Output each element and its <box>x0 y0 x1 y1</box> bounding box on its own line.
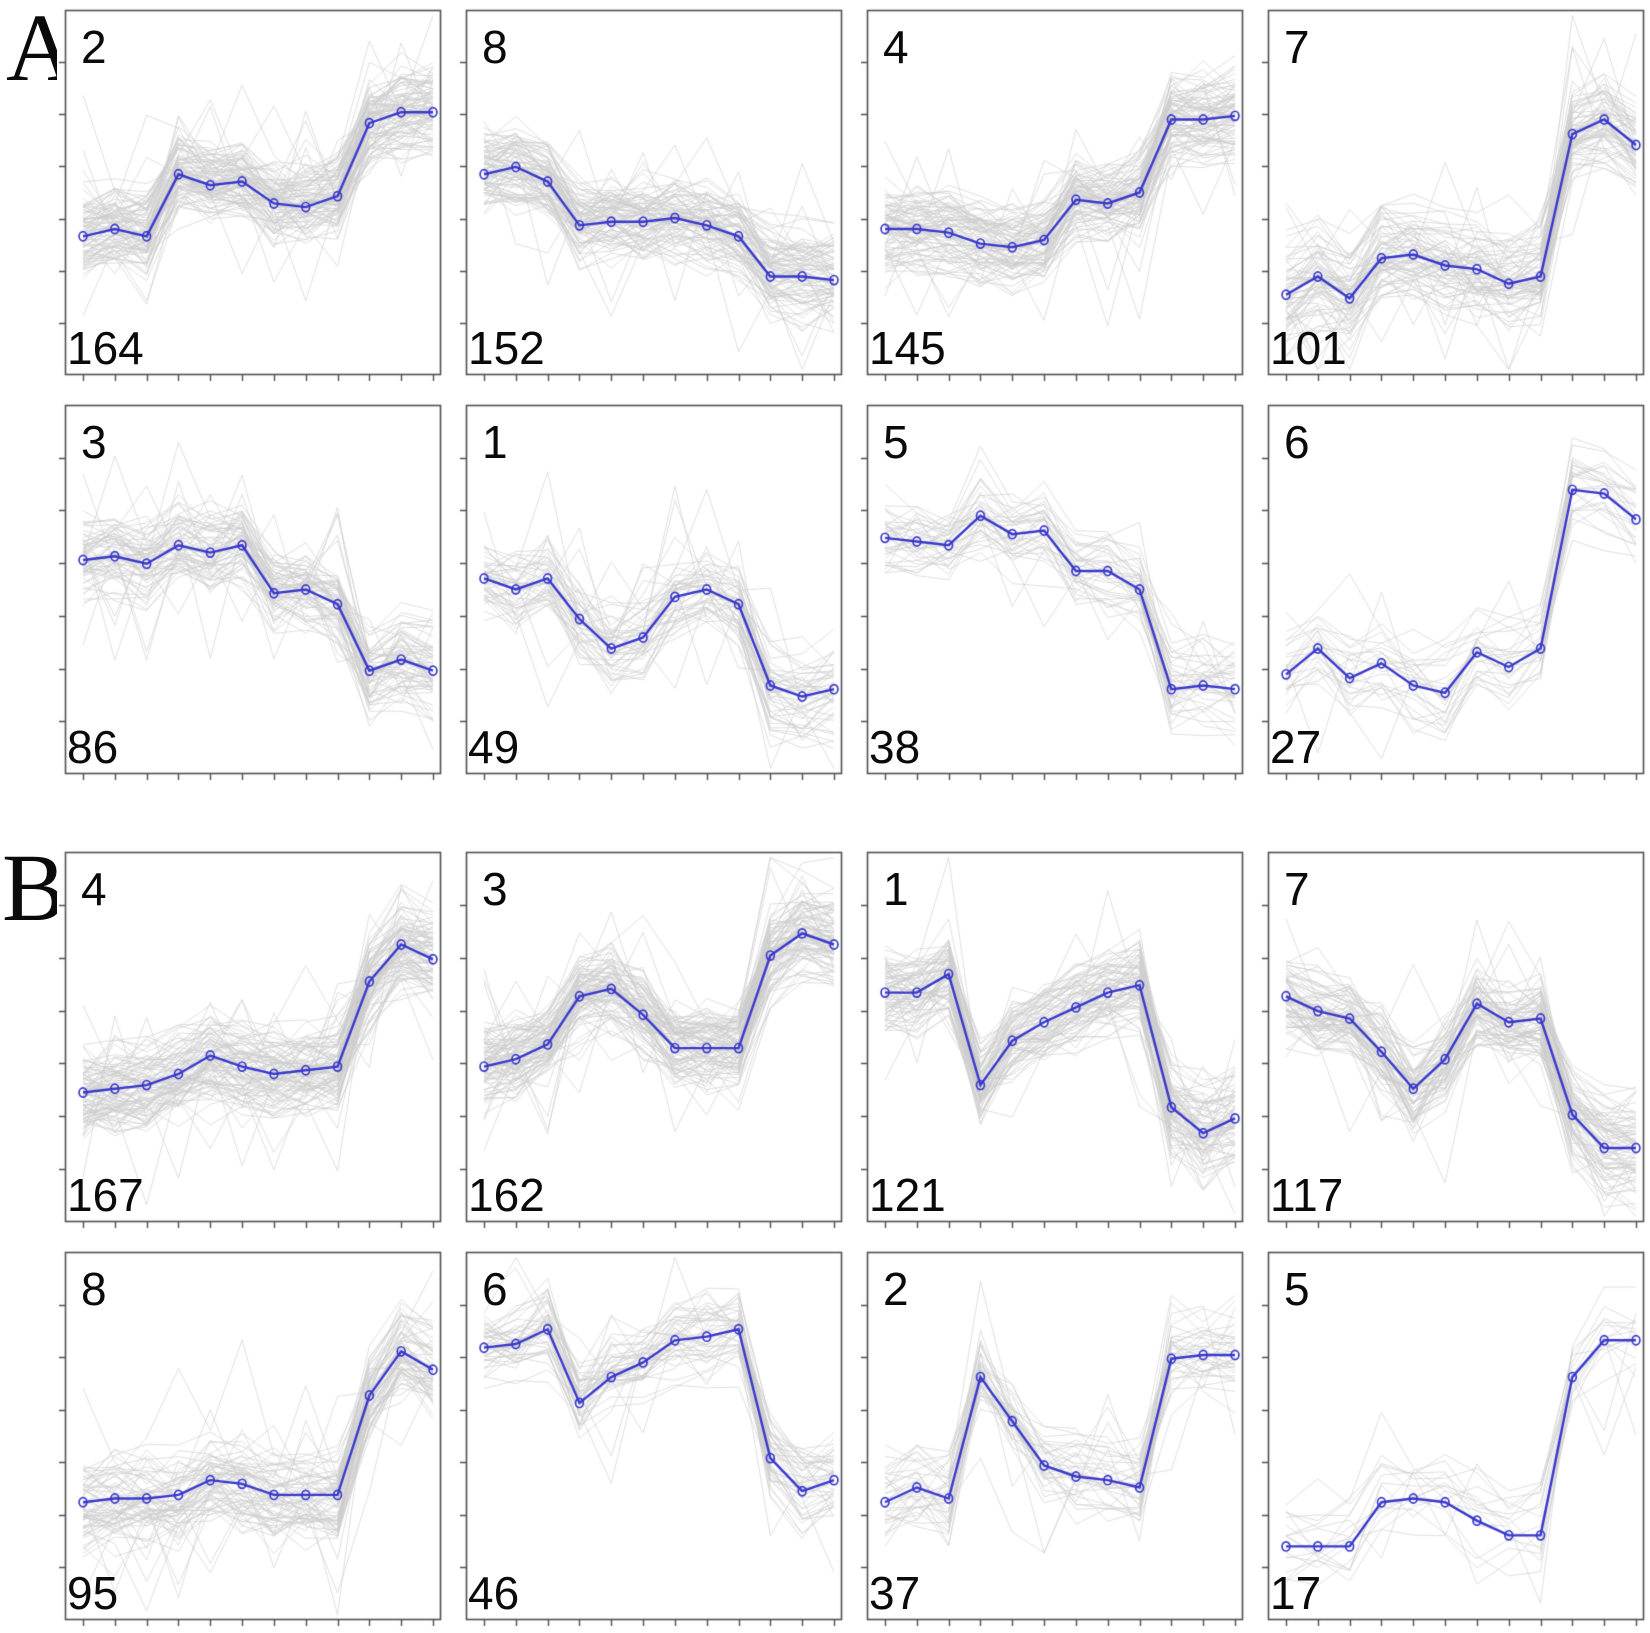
gene-count: 17 <box>1270 1567 1322 1619</box>
gene-count: 37 <box>869 1567 921 1619</box>
gene-count: 95 <box>67 1567 119 1619</box>
expression-profile-canvas <box>1260 403 1646 782</box>
chart-cell: 7 101 <box>1260 8 1646 383</box>
chart-cell: 6 46 <box>458 1250 844 1628</box>
chart-cell: 1 121 <box>859 850 1245 1230</box>
gene-count: 145 <box>869 322 946 374</box>
gene-count: 46 <box>468 1567 520 1619</box>
chart-cell: 8 152 <box>458 8 844 383</box>
expression-profile-canvas <box>859 1250 1245 1628</box>
expression-profile-canvas <box>1260 8 1646 383</box>
gene-count: 117 <box>1270 1169 1344 1221</box>
cluster-number: 6 <box>482 1263 508 1315</box>
expression-profile-canvas <box>859 403 1245 782</box>
gene-count: 38 <box>869 721 921 773</box>
gene-count: 162 <box>468 1169 545 1221</box>
expression-profile-canvas <box>458 850 844 1230</box>
cluster-number: 3 <box>482 863 508 915</box>
cluster-number: 6 <box>1284 416 1310 468</box>
cluster-number: 7 <box>1284 21 1310 73</box>
cluster-number: 8 <box>81 1263 107 1315</box>
gene-count: 101 <box>1270 322 1347 374</box>
expression-profile-canvas <box>1260 1250 1646 1628</box>
chart-cell: 2 37 <box>859 1250 1245 1628</box>
gene-count: 121 <box>869 1169 946 1221</box>
cluster-number: 5 <box>1284 1263 1310 1315</box>
expression-profile-canvas <box>57 1250 443 1628</box>
cluster-number: 1 <box>482 416 508 468</box>
cluster-number: 3 <box>81 416 107 468</box>
cluster-number: 7 <box>1284 863 1310 915</box>
chart-cell: 5 38 <box>859 403 1245 782</box>
expression-profile-canvas <box>57 403 443 782</box>
gene-count: 167 <box>67 1169 144 1221</box>
expression-profile-canvas <box>57 8 443 383</box>
cluster-number: 2 <box>883 1263 909 1315</box>
expression-profile-canvas <box>1260 850 1646 1230</box>
cluster-number: 1 <box>883 863 909 915</box>
gene-count: 152 <box>468 322 545 374</box>
expression-profile-canvas <box>458 403 844 782</box>
chart-cell: 6 27 <box>1260 403 1646 782</box>
expression-profile-canvas <box>57 850 443 1230</box>
cluster-number: 2 <box>81 21 107 73</box>
chart-cell: 7 117 <box>1260 850 1646 1230</box>
gene-count: 49 <box>468 721 520 773</box>
expression-profile-canvas <box>458 8 844 383</box>
cluster-number: 4 <box>81 863 107 915</box>
chart-cell: 3 86 <box>57 403 443 782</box>
panel-b-grid: 4 167 3 162 1 121 7 117 8 95 6 46 <box>57 850 1646 1628</box>
expression-profile-canvas <box>859 850 1245 1230</box>
chart-cell: 8 95 <box>57 1250 443 1628</box>
expression-profile-canvas <box>859 8 1245 383</box>
chart-cell: 1 49 <box>458 403 844 782</box>
gene-count: 86 <box>67 721 119 773</box>
chart-cell: 4 167 <box>57 850 443 1230</box>
chart-cell: 2 164 <box>57 8 443 383</box>
chart-cell: 5 17 <box>1260 1250 1646 1628</box>
expression-profile-canvas <box>458 1250 844 1628</box>
chart-cell: 4 145 <box>859 8 1245 383</box>
gene-count: 27 <box>1270 721 1322 773</box>
gene-count: 164 <box>67 322 144 374</box>
cluster-number: 8 <box>482 21 508 73</box>
cluster-number: 5 <box>883 416 909 468</box>
chart-cell: 3 162 <box>458 850 844 1230</box>
cluster-number: 4 <box>883 21 909 73</box>
panel-a-grid: 2 164 8 152 4 145 7 101 3 86 1 49 <box>57 8 1646 782</box>
panel-b-label: B <box>2 834 67 941</box>
